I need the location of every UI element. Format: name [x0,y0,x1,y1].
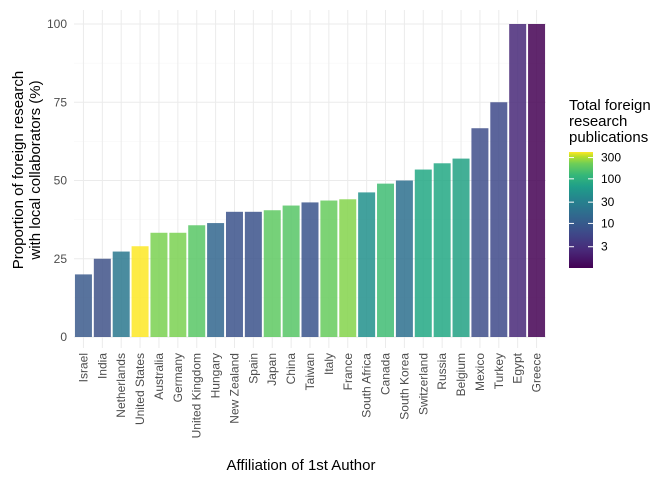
legend-title-line-2: research [569,113,627,130]
legend-tick-label: 3 [601,240,608,254]
x-tick-label: South Africa [360,353,374,418]
bar-egypt [509,24,527,337]
legend-colorbar [569,152,593,268]
x-tick-label: Mexico [473,353,487,391]
bar-india [93,258,111,337]
x-tick-label: Canada [379,353,393,395]
x-axis-title: Affiliation of 1st Author [227,457,376,474]
legend-title-line-1: Total foreign [569,97,651,114]
bar-united-kingdom [188,225,206,337]
bar-mexico [471,128,489,337]
bar-south-africa [358,192,376,337]
bar-united-states [131,246,149,337]
bar-hungary [207,223,225,337]
bar-italy [320,200,338,337]
x-tick-label: Turkey [492,353,506,389]
y-tick-label: 25 [54,252,68,266]
bar-turkey [490,102,508,337]
x-tick-label: Russia [435,353,449,390]
x-tick-label: India [95,353,109,379]
bar-new-zealand [225,211,243,337]
bar-belgium [452,158,470,337]
x-tick-label: South Korea [397,353,411,420]
bar-russia [433,163,451,337]
legend-tick-label: 300 [601,151,621,165]
bars [74,24,546,337]
x-tick-label: Australia [152,353,166,400]
x-tick-label: United States [133,353,147,425]
x-tick-label: Hungary [209,353,223,398]
bar-spain [244,211,262,337]
bar-australia [150,232,168,337]
legend-title-line-3: publications [569,129,648,146]
bar-israel [74,274,92,337]
x-axis: Israel India Netherlands United States Austr… [76,352,543,438]
x-tick-label: Netherlands [114,353,128,418]
x-tick-label: Belgium [454,353,468,396]
bar-greece [528,24,546,337]
bar-switzerland [414,169,432,337]
y-tick-label: 75 [54,95,68,109]
legend-tick-label: 30 [601,195,615,209]
legend: Total foreign research publications 300 1… [569,97,651,268]
bar-germany [169,232,187,337]
bar-taiwan [301,202,319,337]
bar-china [282,205,300,337]
x-tick-label: Japan [265,353,279,386]
x-tick-label: China [284,353,298,385]
y-tick-label: 100 [47,17,67,31]
x-tick-label: Israel [76,353,90,382]
bar-netherlands [112,251,130,337]
y-tick-label: 50 [54,174,68,188]
x-tick-label: Greece [530,353,544,393]
y-axis: 0 25 50 75 100 [47,17,67,344]
bar-canada [377,183,395,337]
x-tick-label: Taiwan [303,353,317,390]
x-tick-label: Egypt [511,352,525,383]
x-tick-label: United Kingdom [190,353,204,438]
bar-france [339,199,357,337]
bar-south-korea [395,180,413,337]
x-tick-label: Switzerland [416,353,430,415]
y-tick-label: 0 [60,330,67,344]
legend-tick-label: 100 [601,172,621,186]
x-tick-label: France [341,353,355,391]
x-tick-label: New Zealand [227,353,241,424]
y-axis-title-line-2: with local collaborators (%) [27,80,44,260]
y-axis-title-line-1: Proportion of foreign research [10,71,27,269]
bar-japan [263,210,281,337]
legend-ticks: 300 100 30 10 3 [569,151,621,254]
legend-tick-label: 10 [601,216,615,230]
x-tick-label: Italy [322,353,336,375]
x-tick-label: Spain [246,353,260,384]
x-tick-label: Germany [171,353,185,402]
